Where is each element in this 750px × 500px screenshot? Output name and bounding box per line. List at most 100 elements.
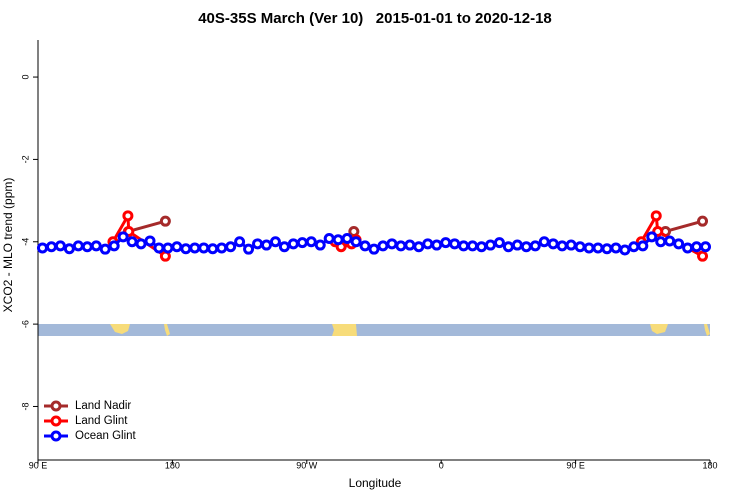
point <box>697 250 709 262</box>
point <box>135 238 147 250</box>
point <box>502 241 514 253</box>
point <box>664 235 676 247</box>
x-tick-label: 90 E <box>566 460 585 470</box>
point <box>314 239 326 251</box>
point <box>449 238 461 250</box>
point <box>243 243 255 255</box>
point <box>619 244 631 256</box>
point <box>404 239 416 251</box>
point <box>252 238 264 250</box>
point <box>431 239 443 251</box>
point <box>476 241 488 253</box>
land <box>110 324 130 334</box>
point <box>691 241 703 253</box>
point <box>63 243 75 255</box>
point <box>234 236 246 248</box>
y-axis-title: XCO2 - MLO trend (ppm) <box>1 178 15 313</box>
point <box>646 231 658 243</box>
point <box>207 243 219 255</box>
point <box>126 236 138 248</box>
x-tick-label: 90 E <box>29 460 48 470</box>
point <box>368 243 380 255</box>
point <box>697 215 709 227</box>
point <box>108 240 120 252</box>
point <box>260 239 272 251</box>
point <box>341 232 353 244</box>
point <box>547 238 559 250</box>
y-tick-label: -8 <box>20 402 30 410</box>
chart-title: 40S-35S March (Ver 10) 2015-01-01 to 202… <box>198 10 552 27</box>
point <box>520 241 532 253</box>
point <box>601 243 613 255</box>
point <box>655 236 667 248</box>
point <box>225 241 237 253</box>
point <box>529 240 541 252</box>
point <box>395 240 407 252</box>
point <box>673 238 685 250</box>
point <box>637 240 649 252</box>
point <box>574 241 586 253</box>
point <box>359 240 371 252</box>
point <box>99 243 111 255</box>
legend-marker <box>50 415 62 427</box>
point <box>484 239 496 251</box>
x-axis-title: Longitude <box>349 476 402 490</box>
point <box>278 241 290 253</box>
point <box>216 242 228 254</box>
point <box>700 241 712 253</box>
point <box>198 242 210 254</box>
y-tick-label: -2 <box>20 155 30 163</box>
series <box>36 231 712 256</box>
point <box>350 236 362 248</box>
x-tick-label: 180 <box>165 460 180 470</box>
point <box>45 241 57 253</box>
point <box>72 240 84 252</box>
map-strip <box>38 324 710 336</box>
point <box>144 235 156 247</box>
ocean-band <box>38 324 710 336</box>
series-line <box>127 219 166 233</box>
legend-marker <box>50 400 62 412</box>
point <box>122 210 134 222</box>
x-tick-label: 0 <box>439 460 444 470</box>
point <box>54 240 66 252</box>
point <box>323 232 335 244</box>
point <box>440 237 452 249</box>
point <box>556 240 568 252</box>
point <box>511 239 523 251</box>
y-tick-label: 0 <box>20 75 30 80</box>
point <box>180 243 192 255</box>
point <box>422 238 434 250</box>
point <box>458 240 470 252</box>
point <box>565 239 577 251</box>
legend-label: Land Nadir <box>75 400 131 412</box>
series <box>122 215 709 237</box>
point <box>650 210 662 222</box>
point <box>162 242 174 254</box>
point <box>493 237 505 249</box>
land <box>164 324 170 336</box>
point <box>90 240 102 252</box>
point <box>189 242 201 254</box>
point <box>467 240 479 252</box>
y-tick-label: -6 <box>20 320 30 328</box>
legend-marker <box>50 430 62 442</box>
point <box>287 238 299 250</box>
legend-label: Land Glint <box>75 415 128 427</box>
point <box>377 240 389 252</box>
point <box>592 242 604 254</box>
point <box>682 242 694 254</box>
point <box>332 234 344 246</box>
point <box>269 236 281 248</box>
point <box>386 238 398 250</box>
point <box>153 242 165 254</box>
point <box>171 241 183 253</box>
point <box>413 241 425 253</box>
x-tick-label: 180 <box>702 460 717 470</box>
legend-label: Ocean Glint <box>75 430 137 442</box>
land <box>332 324 357 336</box>
point <box>117 231 129 243</box>
point <box>583 242 595 254</box>
point <box>628 241 640 253</box>
